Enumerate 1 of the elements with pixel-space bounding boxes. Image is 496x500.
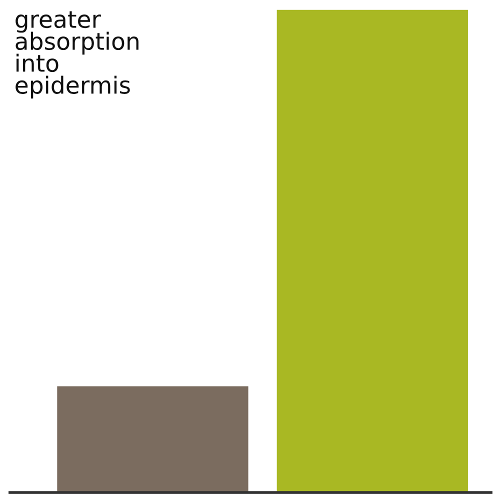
annotation: greater absorption into epidermis	[16, 11, 138, 99]
